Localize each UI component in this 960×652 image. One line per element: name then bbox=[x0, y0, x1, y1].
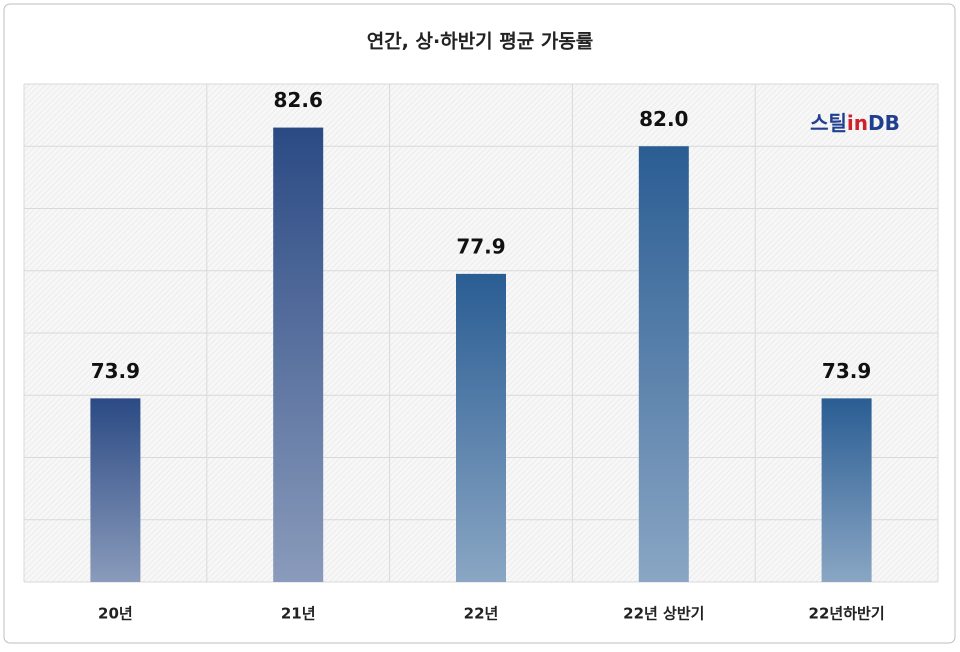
bar bbox=[273, 127, 324, 582]
watermark: 스틸inDB bbox=[810, 111, 900, 135]
bar bbox=[456, 273, 506, 582]
value-label: 82.6 bbox=[274, 88, 323, 112]
value-label: 73.9 bbox=[822, 359, 871, 383]
chart-title: 연간, 상·하반기 평균 가동률 bbox=[367, 31, 594, 53]
x-tick-label: 22년 상반기 bbox=[623, 605, 704, 623]
x-tick-label: 22년하반기 bbox=[809, 605, 885, 623]
value-label: 82.0 bbox=[639, 107, 688, 131]
bar bbox=[90, 398, 141, 582]
bar bbox=[638, 146, 689, 582]
watermark-part: DB bbox=[868, 111, 900, 135]
x-tick-label: 20년 bbox=[98, 605, 133, 623]
x-tick-label: 21년 bbox=[281, 605, 316, 623]
x-tick-label: 22년 bbox=[464, 605, 499, 623]
value-label: 73.9 bbox=[91, 359, 140, 383]
bar bbox=[821, 398, 872, 582]
value-label: 77.9 bbox=[456, 234, 505, 258]
watermark-part: 스틸 bbox=[810, 111, 847, 135]
watermark-part: in bbox=[847, 111, 868, 135]
